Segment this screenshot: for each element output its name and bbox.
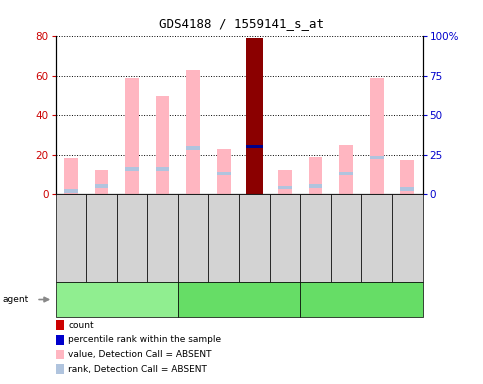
Bar (400, 161, 414, 194)
Bar (95, 184, 108, 188)
Bar (156, 167, 170, 170)
Bar (125, 167, 139, 170)
Bar (278, 186, 292, 189)
Bar (246, 38, 263, 194)
Bar (64, 159, 78, 194)
Text: GSM349733: GSM349733 (215, 215, 224, 262)
Text: control: control (346, 295, 377, 304)
Bar (217, 149, 231, 194)
Bar (339, 172, 353, 175)
Bar (186, 70, 200, 194)
Text: GSM349725: GSM349725 (62, 215, 71, 261)
Bar (64, 189, 78, 192)
Bar (370, 78, 384, 194)
Bar (278, 170, 292, 194)
Bar (309, 157, 323, 194)
Text: value, Detection Call = ABSENT: value, Detection Call = ABSENT (68, 350, 212, 359)
Text: GDS4188 / 1559141_s_at: GDS4188 / 1559141_s_at (159, 17, 324, 30)
Text: GSM349739: GSM349739 (398, 215, 407, 262)
Text: GSM349727: GSM349727 (184, 215, 193, 261)
Bar (370, 156, 384, 159)
Text: Nitric Oxide (NOC-18): Nitric Oxide (NOC-18) (68, 295, 166, 304)
Bar (339, 145, 353, 194)
Text: agent: agent (2, 295, 28, 304)
Bar (400, 187, 414, 191)
Text: CD3/CD28: CD3/CD28 (216, 295, 262, 304)
Text: GSM349736: GSM349736 (123, 215, 132, 262)
Text: rank, Detection Call = ABSENT: rank, Detection Call = ABSENT (68, 364, 207, 374)
Text: GSM349731: GSM349731 (92, 215, 101, 261)
Text: GSM349734: GSM349734 (368, 215, 377, 262)
Bar (246, 145, 263, 149)
Bar (186, 146, 200, 150)
Text: GSM349730: GSM349730 (337, 215, 346, 262)
Text: GSM349740: GSM349740 (154, 215, 163, 262)
Bar (309, 184, 323, 188)
Bar (95, 170, 108, 194)
Bar (156, 96, 170, 194)
Bar (217, 172, 231, 175)
Text: count: count (68, 321, 94, 330)
Text: percentile rank within the sample: percentile rank within the sample (68, 335, 221, 344)
Text: GSM349737: GSM349737 (245, 215, 255, 262)
Text: GSM349729: GSM349729 (307, 215, 315, 261)
Text: GSM349741: GSM349741 (276, 215, 285, 261)
Bar (125, 78, 139, 194)
